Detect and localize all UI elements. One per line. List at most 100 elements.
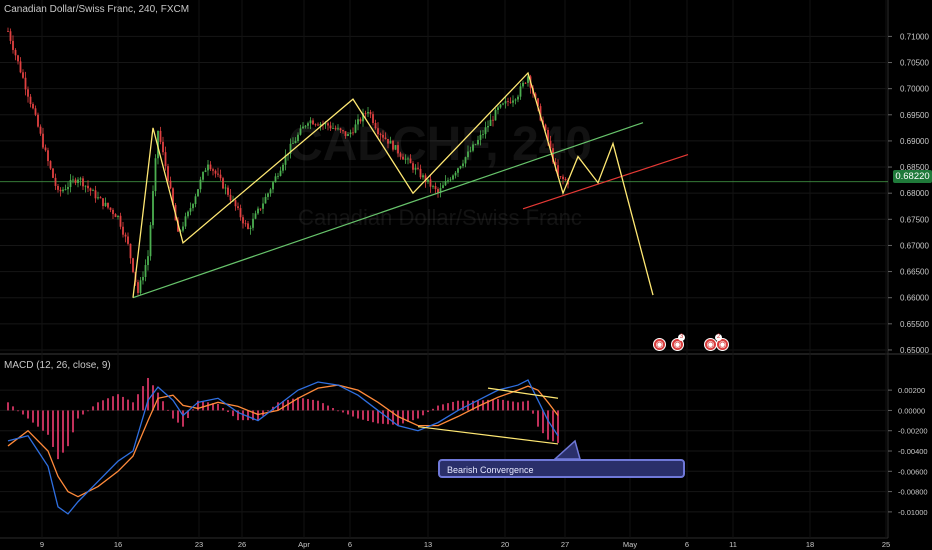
candle-body [97,197,99,199]
candle-body [299,128,302,135]
bearish-convergence-callout[interactable]: Bearish Convergence [438,459,685,478]
candle-body [32,104,34,109]
macd-histogram-bar [347,410,349,415]
candle-body [214,170,217,174]
candle-body [87,185,89,189]
watermark-name: Canadian Dollar/Swiss Franc [298,205,582,230]
candle-body [479,134,482,140]
macd-histogram-bar [447,403,449,411]
candle-body [412,163,414,170]
candle-body [47,150,49,162]
macd-histogram-bar [42,410,44,431]
candle-body [284,155,287,165]
macd-histogram-bar [177,410,179,423]
macd-histogram-bar [252,410,254,421]
macd-histogram-bar [352,410,354,417]
candle-body [29,96,32,105]
candle-body [209,164,212,170]
candle-body [9,31,12,41]
price-tick-label: 0.67500 [900,215,929,224]
macd-histogram-bar [167,409,169,411]
candle-body [404,158,407,160]
macd-histogram-bar [137,394,139,411]
candle-body [359,119,362,122]
macd-histogram-bar [502,399,504,411]
macd-histogram-bar [512,401,514,411]
macd-histogram-bar [222,408,224,411]
currency-event-icon[interactable]: ◉ [671,338,684,351]
macd-histogram-bar [152,385,154,411]
macd-histogram-bar [247,410,249,421]
candle-body [307,123,309,126]
macd-histogram-bar [87,410,89,412]
macd-histogram-bar [557,410,559,443]
candle-body [469,150,472,152]
macd-histogram-bar [517,402,519,411]
candle-body [212,169,214,171]
macd-histogram-bar [372,410,374,423]
candle-body [349,132,352,135]
macd-histogram-bar [432,408,434,411]
candle-body [394,145,397,150]
candle-body [354,124,357,133]
candle-body [202,171,204,180]
candle-body [309,120,312,124]
currency-event-icon[interactable]: ◉ [653,338,666,351]
macd-line [7,379,559,515]
macd-histogram-bar [192,409,194,411]
candle-body [524,82,527,84]
candle-body [332,128,334,129]
time-tick-label: 11 [729,540,737,549]
macd-histogram-bar [27,410,29,419]
macd-histogram-bar [187,410,189,419]
price-tick-label: 0.71000 [900,32,929,41]
macd-histogram-bar [522,401,524,411]
callout-pointer [553,439,581,460]
candle-body [34,108,37,115]
candle-body [454,172,457,176]
candle-body [364,113,367,114]
candle-body [489,119,492,127]
candle-body [424,175,427,182]
candle-body [434,186,437,190]
candle-body [37,114,39,127]
candle-body [372,114,374,124]
candle-body [107,202,109,208]
candle-body [429,179,432,187]
candle-body [139,280,142,293]
candle-body [484,127,487,135]
macd-histogram-bar [207,402,209,411]
candle-body [362,113,364,122]
macd-histogram-bar [107,398,109,411]
price-tick-label: 0.68000 [900,189,929,198]
candle-body [189,208,192,212]
price-tick-label: 0.70500 [900,59,929,68]
candle-body [509,101,512,103]
macd-histogram-bar [267,410,269,412]
candle-body [244,223,247,225]
macd-histogram-bar [142,386,144,411]
candle-body [444,181,447,186]
candle-body [512,100,514,103]
candle-body [399,153,402,157]
candle-body [42,133,44,148]
macd-indicator-label[interactable]: MACD (12, 26, close, 9) [4,360,111,371]
macd-histogram-bar [92,406,94,411]
candle-body [369,111,372,115]
candle-body [564,179,567,181]
macd-histogram-bar [212,403,214,411]
candle-body [262,203,264,209]
candle-body [407,158,409,160]
currency-event-icon[interactable]: ◉ [716,338,729,351]
candle-body [314,124,317,126]
candle-body [419,168,422,178]
candle-body [449,179,452,181]
price-tick-label: 0.70000 [900,85,929,94]
candle-body [199,179,202,190]
candle-body [182,226,184,231]
candle-body [312,120,314,125]
macd-tick-label: -0.00400 [898,447,928,456]
macd-histogram-bar [257,410,259,421]
price-tick-label: 0.68500 [900,163,929,172]
